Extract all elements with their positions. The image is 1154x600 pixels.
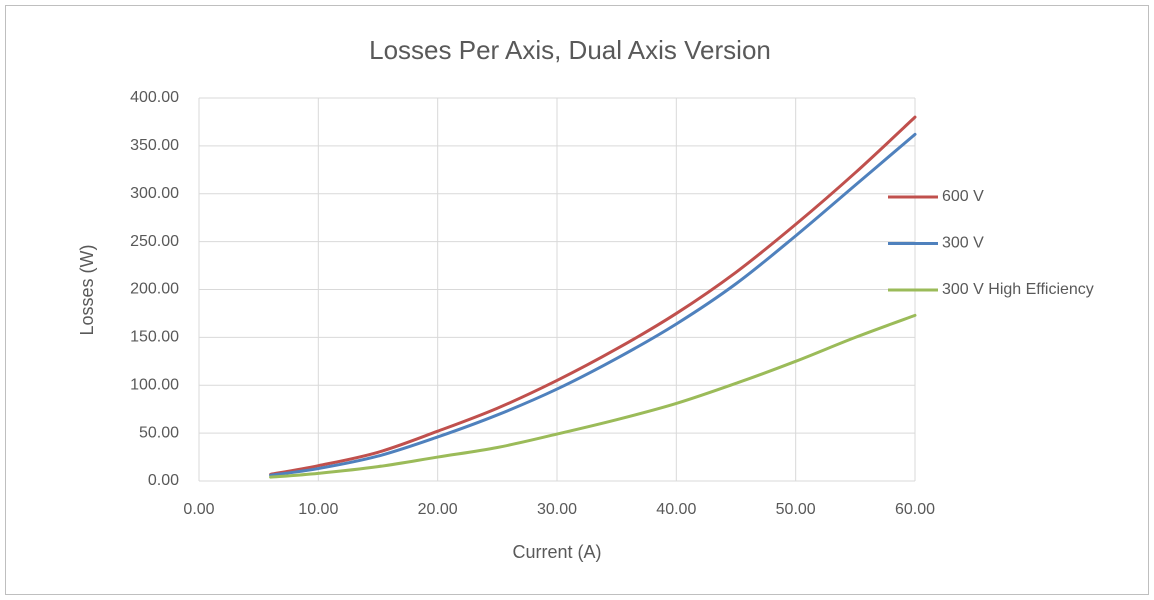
legend-label: 300 V [942, 235, 984, 252]
x-tick-label: 0.00 [183, 501, 214, 518]
chart-title: Losses Per Axis, Dual Axis Version [369, 35, 771, 65]
line-series [269, 132, 917, 477]
line-series [269, 313, 917, 479]
y-tick-label: 0.00 [148, 472, 179, 489]
legend-label: 600 V [942, 188, 984, 205]
y-axis-label: Losses (W) [77, 244, 97, 335]
y-tick-label: 250.00 [130, 233, 179, 250]
y-tick-label: 50.00 [139, 424, 179, 441]
y-tick-label: 300.00 [130, 185, 179, 202]
x-axis-label: Current (A) [512, 542, 601, 562]
line-series [269, 115, 917, 476]
x-tick-label: 10.00 [298, 501, 338, 518]
y-tick-label: 150.00 [130, 329, 179, 346]
y-tick-label: 100.00 [130, 376, 179, 393]
legend-label: 300 V High Efficiency [942, 281, 1094, 298]
x-tick-label: 40.00 [656, 501, 696, 518]
chart-border [5, 5, 1149, 595]
x-tick-label: 60.00 [895, 501, 935, 518]
y-tick-label: 200.00 [130, 281, 179, 298]
y-tick-label: 350.00 [130, 137, 179, 154]
x-tick-label: 50.00 [776, 501, 816, 518]
x-tick-label: 30.00 [537, 501, 577, 518]
y-tick-label: 400.00 [130, 89, 179, 106]
x-tick-label: 20.00 [418, 501, 458, 518]
